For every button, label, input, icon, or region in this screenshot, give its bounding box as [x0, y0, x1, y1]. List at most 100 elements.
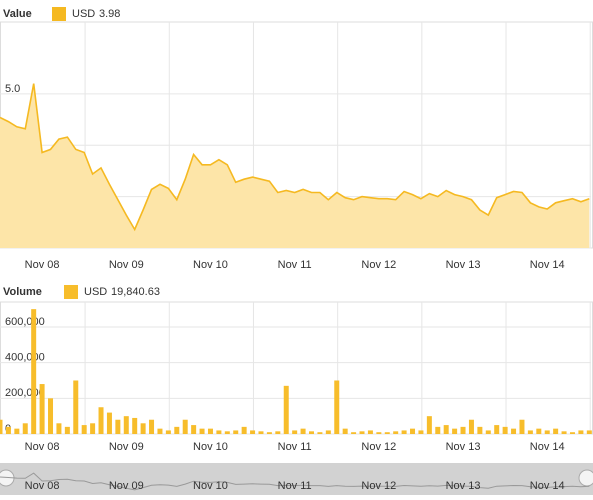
x-tick-label: Nov 09: [109, 441, 144, 453]
bar: [224, 431, 230, 434]
bar: [48, 398, 54, 434]
y-tick-label: 400,000: [5, 352, 45, 364]
bar: [494, 425, 500, 434]
bar: [502, 426, 508, 434]
bar: [308, 431, 314, 434]
bar: [367, 430, 373, 434]
bar: [536, 428, 542, 434]
bar: [157, 428, 163, 434]
bar: [527, 430, 533, 434]
bar: [544, 430, 550, 434]
navigator-label: Nov 14: [530, 480, 565, 492]
bar: [342, 428, 348, 434]
bar: [182, 419, 188, 434]
navigator[interactable]: [0, 463, 593, 495]
bar: [115, 419, 121, 434]
bar: [511, 428, 517, 434]
bar: [216, 430, 222, 434]
bar: [485, 430, 491, 434]
x-tick-label: Nov 08: [25, 441, 60, 453]
y-tick-label: 5.0: [5, 83, 20, 95]
bar: [81, 425, 87, 434]
bar: [569, 432, 575, 434]
bar: [468, 419, 474, 434]
bar: [258, 431, 264, 434]
navigator-label: Nov 13: [446, 480, 481, 492]
bar: [165, 430, 171, 434]
navigator-label: Nov 12: [361, 480, 396, 492]
bar: [443, 425, 449, 434]
bar: [73, 380, 79, 434]
bar: [106, 412, 112, 434]
bar: [477, 426, 483, 434]
bar: [359, 431, 365, 434]
bar: [174, 426, 180, 434]
bar: [292, 430, 298, 434]
navigator-label: Nov 11: [278, 480, 312, 492]
bar: [241, 426, 247, 434]
bar: [90, 423, 96, 434]
bar: [0, 419, 3, 434]
area-fill: [0, 83, 590, 248]
legend-value: 19,840.63: [111, 286, 160, 298]
bar: [5, 426, 11, 434]
bar: [300, 428, 306, 434]
bar: [393, 431, 399, 434]
bar: [325, 430, 331, 434]
bar: [460, 426, 466, 434]
bar: [14, 428, 20, 434]
bar: [98, 407, 104, 434]
bar: [435, 426, 441, 434]
bar: [149, 419, 155, 434]
bar: [351, 432, 357, 434]
bar: [207, 428, 213, 434]
x-tick-label: Nov 12: [361, 441, 396, 453]
bar: [140, 423, 146, 434]
bar: [410, 428, 416, 434]
bar: [266, 432, 272, 434]
navigator-label: Nov 08: [25, 480, 60, 492]
bar: [418, 430, 424, 434]
bar: [22, 423, 28, 434]
bar: [519, 419, 525, 434]
bar: [39, 384, 45, 434]
legend-name[interactable]: USD: [72, 8, 95, 20]
bar: [64, 426, 70, 434]
bar: [334, 380, 340, 434]
x-tick-label: Nov 11: [278, 441, 312, 453]
bar: [586, 430, 592, 434]
bar: [283, 385, 289, 434]
navigator-label: Nov 09: [109, 480, 144, 492]
navigator-handle[interactable]: [578, 469, 593, 487]
legend-swatch[interactable]: [52, 7, 66, 21]
legend-title: Volume: [3, 286, 42, 298]
bar: [250, 430, 256, 434]
x-tick-label: Nov 14: [530, 259, 565, 271]
x-tick-label: Nov 11: [278, 259, 312, 271]
legend-value: 3.98: [99, 8, 120, 20]
bar: [401, 430, 407, 434]
legend-swatch[interactable]: [64, 285, 78, 299]
bar: [31, 309, 37, 434]
x-tick-label: Nov 13: [446, 259, 481, 271]
y-tick-label: 600,000: [5, 316, 45, 328]
bar: [56, 423, 62, 434]
line: [0, 83, 590, 232]
x-tick-label: Nov 13: [446, 441, 481, 453]
x-tick-label: Nov 12: [361, 259, 396, 271]
navigator-label: Nov 10: [193, 480, 228, 492]
bar: [452, 428, 458, 434]
legend-title: Value: [3, 8, 32, 20]
volume-panel: [0, 301, 593, 435]
bar: [317, 432, 323, 434]
legend-name[interactable]: USD: [84, 286, 107, 298]
x-tick-label: Nov 08: [25, 259, 60, 271]
navigator-line: [0, 472, 590, 491]
bar: [199, 428, 205, 434]
y-tick-label: 200,000: [5, 387, 45, 399]
bar: [376, 432, 382, 434]
bar: [132, 417, 138, 434]
bar: [578, 430, 584, 434]
bar: [553, 428, 559, 434]
